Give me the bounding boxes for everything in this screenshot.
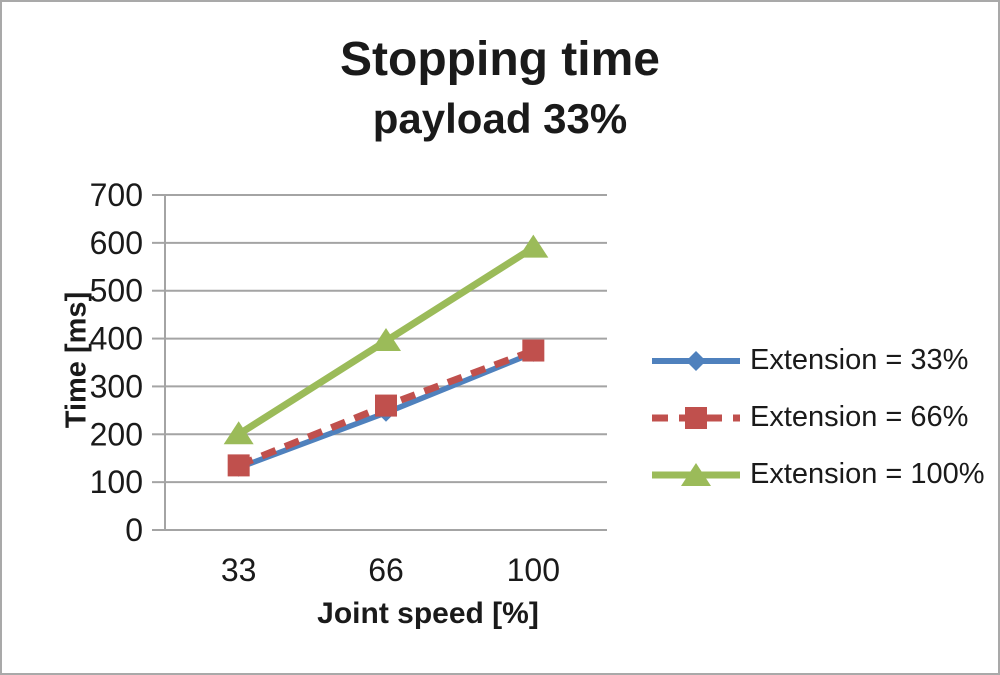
y-tick-label: 300: [90, 368, 143, 404]
marker-square-extension-66: [522, 339, 545, 362]
legend-label: Extension = 100%: [750, 458, 985, 490]
legend-item-extension-66: Extension = 66%: [650, 389, 985, 446]
legend-square-icon: [685, 406, 707, 429]
y-tick-label: 600: [90, 225, 143, 261]
legend-marker-square-icon: [652, 406, 740, 429]
y-tick-label: 400: [90, 321, 143, 357]
x-tick-label: 100: [507, 552, 560, 588]
y-tick-label: 0: [125, 512, 143, 548]
legend-label: Extension = 66%: [750, 401, 969, 433]
marker-square-extension-66: [375, 394, 397, 417]
y-tick-label: 500: [90, 273, 143, 309]
x-axis-title: Joint speed [%]: [317, 597, 539, 630]
legend-item-extension-100: Extension = 100%: [650, 446, 985, 503]
chart-subtitle: payload 33%: [372, 95, 628, 142]
marker-triangle-extension-100: [518, 234, 549, 258]
marker-square-extension-66: [227, 454, 250, 477]
legend-label: Extension = 33%: [750, 344, 969, 376]
legend-diamond-icon: [686, 350, 706, 371]
legend-marker-triangle-icon: [652, 462, 740, 486]
legend-marker-diamond-icon: [652, 350, 740, 371]
chart-title: Stopping time: [340, 33, 660, 86]
legend: Extension = 33% Extension = 66% Extension …: [650, 332, 985, 503]
y-tick-label: 700: [90, 177, 143, 213]
x-tick-label: 66: [368, 552, 404, 588]
y-axis-title: Time [ms]: [60, 291, 93, 429]
legend-triangle-icon: [681, 462, 711, 486]
y-tick-label: 100: [90, 464, 143, 500]
marker-triangle-extension-100: [371, 327, 401, 351]
y-tick-label: 200: [90, 416, 143, 452]
x-tick-label: 33: [221, 552, 257, 588]
legend-item-extension-33: Extension = 33%: [650, 332, 985, 389]
marker-triangle-extension-100: [223, 421, 254, 445]
